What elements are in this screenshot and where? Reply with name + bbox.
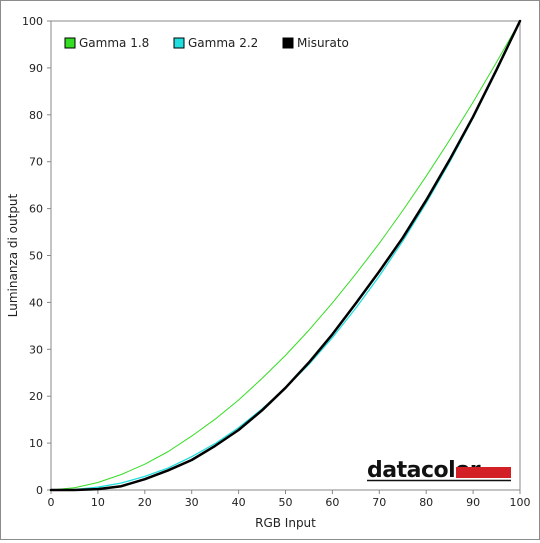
x-tick-label: 90 <box>466 496 480 509</box>
plot-area <box>50 20 521 491</box>
y-tick-label: 50 <box>29 250 43 263</box>
x-tick-label: 30 <box>185 496 199 509</box>
y-tick-label: 0 <box>36 484 43 497</box>
x-tick-label: 70 <box>372 496 386 509</box>
y-axis-title: Luminanza di output <box>6 193 20 317</box>
legend: Gamma 1.8 Gamma 2.2 Misurato <box>64 36 349 50</box>
y-tick-label: 40 <box>29 296 43 309</box>
y-tick-label: 70 <box>29 156 43 169</box>
x-tick-label: 100 <box>510 496 531 509</box>
series-line-1 <box>50 20 521 491</box>
y-tick-label: 60 <box>29 203 43 216</box>
datacolor-logo: datacolor <box>367 458 511 483</box>
x-tick-label: 20 <box>138 496 152 509</box>
y-tick-label: 90 <box>29 62 43 75</box>
x-tick-label: 0 <box>48 496 55 509</box>
y-tick-label: 100 <box>22 15 43 28</box>
legend-swatch-3 <box>282 37 294 49</box>
x-tick-label: 50 <box>279 496 293 509</box>
logo-red-bar <box>456 467 511 478</box>
series-line-3 <box>49 19 522 492</box>
y-tick-label: 10 <box>29 437 43 450</box>
series-line-2 <box>50 20 521 491</box>
x-tick-label: 40 <box>232 496 246 509</box>
x-axis-title: RGB Input <box>255 516 316 530</box>
legend-swatch-2 <box>173 37 185 49</box>
x-tick-label: 80 <box>419 496 433 509</box>
y-tick-label: 80 <box>29 109 43 122</box>
y-tick-label: 30 <box>29 343 43 356</box>
legend-label-2: Gamma 2.2 <box>188 36 258 50</box>
y-tick-label: 20 <box>29 390 43 403</box>
legend-label-3: Misurato <box>297 36 349 50</box>
series-lines <box>49 19 522 492</box>
x-tick-label: 60 <box>325 496 339 509</box>
legend-swatch-1 <box>64 37 76 49</box>
axes: 0 10 20 30 40 50 60 70 80 90 100 0 10 20 30 40 50 60 70 80 9… <box>6 15 531 530</box>
legend-label-1: Gamma 1.8 <box>79 36 149 50</box>
x-tick-label: 10 <box>91 496 105 509</box>
